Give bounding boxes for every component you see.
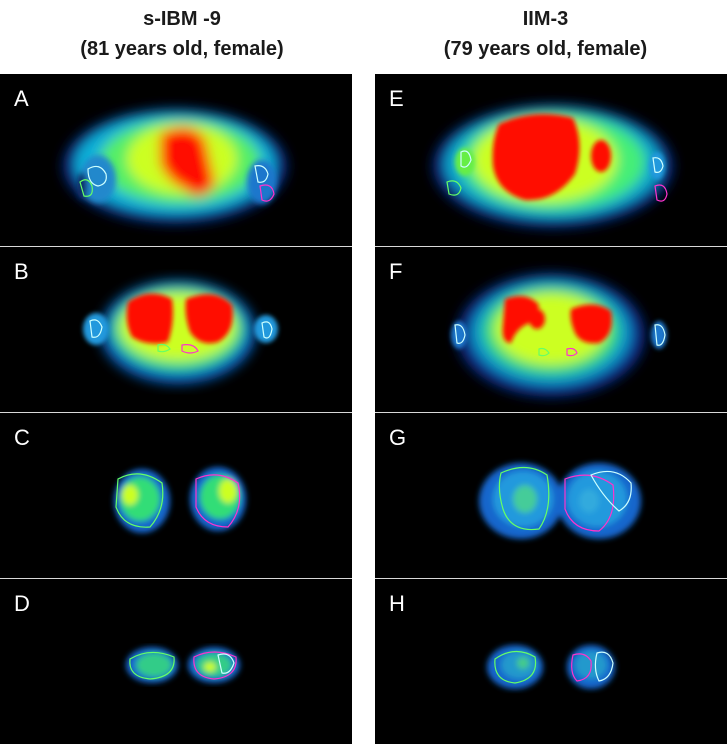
scan-panel-d: D xyxy=(0,579,352,744)
column-subtitle-sibm: (81 years old, female) xyxy=(80,38,284,60)
panel-label-e: E xyxy=(389,86,404,111)
scan-panel-g: G xyxy=(375,413,727,578)
scan-panel-b: B xyxy=(0,247,352,412)
panel-divider xyxy=(375,412,727,413)
panel-label-a: A xyxy=(14,86,29,111)
scan-panel-h: H xyxy=(375,579,727,744)
scan-image-e xyxy=(433,104,673,228)
panel-label-f: F xyxy=(389,259,403,284)
panel-label-c: C xyxy=(14,425,30,450)
column-title-sibm: s-IBM -9 xyxy=(143,8,221,30)
scan-image-d xyxy=(126,647,240,683)
scan-panel-c: C xyxy=(0,413,352,578)
panel-label-h: H xyxy=(389,591,405,616)
scan-image-b xyxy=(83,280,278,384)
column-subtitle-iim: (79 years old, female) xyxy=(443,38,648,60)
scan-panel-f: F xyxy=(375,247,727,412)
panel-label-g: G xyxy=(389,425,407,450)
scan-image-a xyxy=(63,108,287,224)
column-title-iim: IIM-3 xyxy=(522,8,569,30)
right-panel-stack: E F xyxy=(375,74,727,744)
scan-panel-a: A xyxy=(0,74,352,246)
scan-panel-e: E xyxy=(375,74,727,246)
scan-image-f xyxy=(451,273,667,397)
panel-divider xyxy=(375,246,727,247)
scan-image-c xyxy=(114,467,246,533)
left-panel-stack: A B xyxy=(0,74,352,744)
panel-label-d: D xyxy=(14,591,30,616)
panel-divider xyxy=(0,578,352,579)
column-title-left: s-IBM -9 (81 years old, female) xyxy=(0,4,364,64)
panel-divider xyxy=(0,412,352,413)
panel-label-b: B xyxy=(14,259,29,284)
scan-image-g xyxy=(479,463,641,539)
scan-image-h xyxy=(487,645,615,689)
column-title-right: IIM-3 (79 years old, female) xyxy=(364,4,727,64)
panel-divider xyxy=(375,578,727,579)
panel-divider xyxy=(0,246,352,247)
